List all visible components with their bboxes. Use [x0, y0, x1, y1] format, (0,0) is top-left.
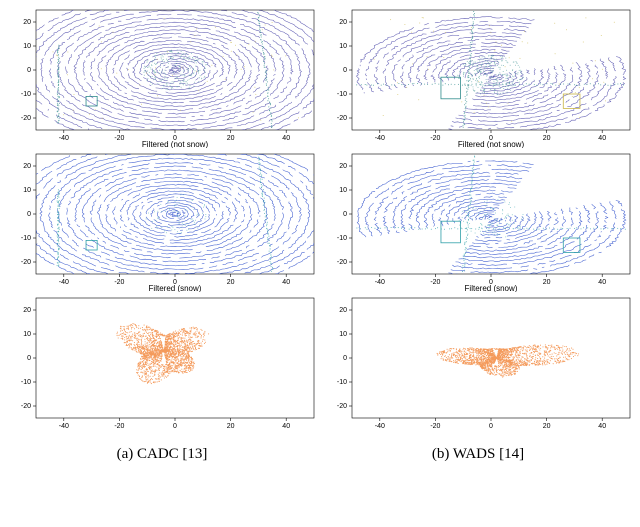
plot-cadc-snow: -40 -20 0 20 40 -20 -10 0 10 20 — [8, 296, 316, 436]
svg-text:Filtered (snow): Filtered (snow) — [465, 284, 518, 292]
svg-text:20: 20 — [339, 19, 347, 26]
figure-grid: -40 -20 0 20 40 -20 -10 0 10 20 Filtered (not snow… — [8, 8, 632, 463]
panel-wrap: -40-2002040-20-1001020Filtered (snow) — [324, 152, 632, 292]
svg-text:Filtered (not snow): Filtered (not snow) — [142, 140, 209, 148]
svg-text:-10: -10 — [21, 235, 31, 242]
svg-text:0: 0 — [27, 211, 31, 218]
svg-text:-20: -20 — [430, 423, 440, 430]
svg-text:10: 10 — [339, 331, 347, 338]
svg-text:-20: -20 — [337, 115, 347, 122]
panel-wrap: -40-2002040-20-1001020Filtered (snow) — [8, 152, 316, 292]
svg-text:10: 10 — [23, 43, 31, 50]
panel-wrap: -40-2002040-20-1001020Filtered (not snow… — [324, 8, 632, 148]
plot-cadc-filtered: -40-2002040-20-1001020Filtered (snow) — [8, 152, 316, 292]
svg-text:-40: -40 — [375, 135, 385, 142]
svg-text:-20: -20 — [337, 403, 347, 410]
svg-text:40: 40 — [598, 135, 606, 142]
svg-text:-40: -40 — [59, 423, 69, 430]
svg-text:10: 10 — [23, 331, 31, 338]
svg-text:20: 20 — [23, 307, 31, 314]
svg-text:40: 40 — [598, 279, 606, 286]
svg-text:-20: -20 — [114, 423, 124, 430]
svg-text:20: 20 — [543, 135, 551, 142]
svg-text:-10: -10 — [337, 235, 347, 242]
svg-text:-40: -40 — [59, 279, 69, 286]
svg-text:0: 0 — [27, 355, 31, 362]
svg-text:-10: -10 — [21, 379, 31, 386]
svg-text:0: 0 — [343, 355, 347, 362]
svg-text:20: 20 — [23, 19, 31, 26]
svg-text:-40: -40 — [59, 135, 69, 142]
caption-wads: (b) WADS [14] — [432, 446, 524, 463]
svg-text:20: 20 — [227, 279, 235, 286]
svg-text:Filtered (snow): Filtered (snow) — [149, 284, 202, 292]
caption-prefix: (b) — [432, 446, 453, 462]
svg-text:20: 20 — [339, 307, 347, 314]
svg-text:-20: -20 — [21, 403, 31, 410]
plot-wads-filtered: -40-2002040-20-1001020Filtered (snow) — [324, 152, 632, 292]
caption-cadc: (a) CADC [13] — [117, 446, 208, 463]
svg-text:0: 0 — [343, 211, 347, 218]
svg-text:0: 0 — [27, 67, 31, 74]
svg-text:-20: -20 — [21, 259, 31, 266]
svg-text:40: 40 — [282, 423, 290, 430]
panel-wrap: -40 -20 0 20 40 -20 -10 0 10 20 — [8, 296, 316, 436]
svg-text:10: 10 — [339, 187, 347, 194]
caption-prefix: (a) — [117, 446, 137, 462]
svg-text:40: 40 — [598, 423, 606, 430]
column-cadc: -40 -20 0 20 40 -20 -10 0 10 20 Filtered (not snow… — [8, 8, 316, 463]
svg-text:20: 20 — [227, 135, 235, 142]
svg-text:10: 10 — [339, 43, 347, 50]
plot-wads-snow: -40 -20 0 20 40 -20 -10 0 10 20 — [324, 296, 632, 436]
panel-wrap: -40-2002040-20-1001020Filtered (not snow… — [8, 8, 316, 148]
plot-cadc-raw: -40-2002040-20-1001020Filtered (not snow… — [8, 8, 316, 148]
caption-name: WADS — [453, 446, 496, 462]
svg-text:40: 40 — [282, 135, 290, 142]
svg-text:20: 20 — [339, 163, 347, 170]
svg-text:0: 0 — [489, 423, 493, 430]
svg-text:10: 10 — [23, 187, 31, 194]
svg-text:20: 20 — [543, 279, 551, 286]
svg-text:-40: -40 — [375, 279, 385, 286]
svg-text:20: 20 — [227, 423, 235, 430]
svg-text:-20: -20 — [114, 279, 124, 286]
svg-text:40: 40 — [282, 279, 290, 286]
svg-text:Filtered (not snow): Filtered (not snow) — [458, 140, 525, 148]
svg-text:-20: -20 — [430, 279, 440, 286]
svg-text:-20: -20 — [114, 135, 124, 142]
column-wads: -40 -20 0 20 40 -20 -10 0 10 20 Filtered (not snow… — [324, 8, 632, 463]
svg-text:-20: -20 — [337, 259, 347, 266]
svg-text:-20: -20 — [21, 115, 31, 122]
panel-wrap: -40 -20 0 20 40 -20 -10 0 10 20 — [324, 296, 632, 436]
caption-cite: [14] — [495, 446, 524, 462]
svg-text:20: 20 — [23, 163, 31, 170]
svg-text:-10: -10 — [337, 91, 347, 98]
plot-wads-raw: -40-2002040-20-1001020Filtered (not snow… — [324, 8, 632, 148]
svg-text:-40: -40 — [375, 423, 385, 430]
caption-name: CADC — [137, 446, 179, 462]
svg-text:-10: -10 — [337, 379, 347, 386]
svg-text:0: 0 — [173, 423, 177, 430]
svg-text:-20: -20 — [430, 135, 440, 142]
svg-text:0: 0 — [343, 67, 347, 74]
caption-cite: [13] — [179, 446, 208, 462]
svg-text:20: 20 — [543, 423, 551, 430]
svg-text:-10: -10 — [21, 91, 31, 98]
